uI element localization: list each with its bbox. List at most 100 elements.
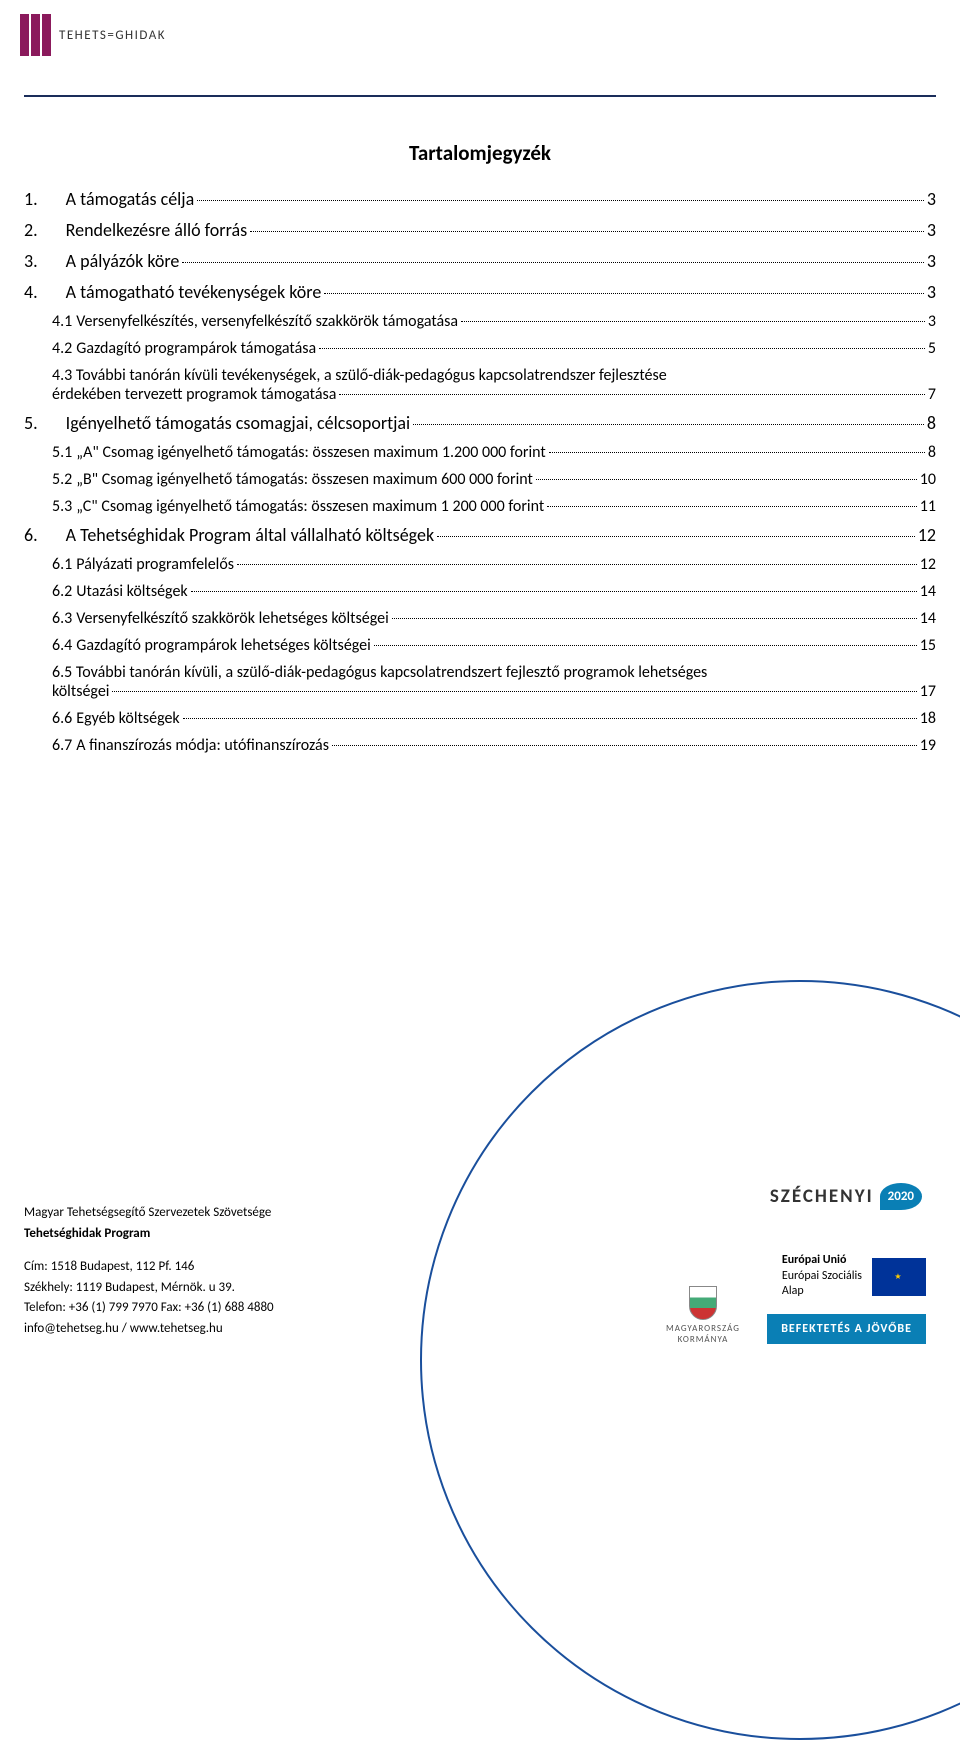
- toc-number: 2.: [24, 219, 66, 241]
- toc-label: A pályázók köre: [66, 250, 180, 272]
- toc-number: 1.: [24, 188, 66, 210]
- invest-banner: BEFEKTETÉS A JÖVŐBE: [767, 1314, 926, 1344]
- toc-page: 8: [928, 443, 936, 462]
- eu-flag-icon: [872, 1258, 926, 1296]
- footer-address-1: Cím: 1518 Budapest, 112 Pf. 146: [24, 1257, 274, 1278]
- toc-page: 11: [920, 497, 936, 516]
- toc-number: 5.2: [52, 470, 76, 489]
- toc-leader: [183, 718, 917, 719]
- toc-page: 3: [927, 281, 936, 303]
- toc-entry[interactable]: 4.A támogatható tevékenységek köre 3: [24, 281, 936, 303]
- eu-line-2: Európai Szociális: [782, 1269, 862, 1285]
- toc-leader: [197, 200, 924, 201]
- szechenyi-year-badge: 2020: [880, 1183, 922, 1210]
- toc-page: 3: [927, 219, 936, 241]
- toc-page: 15: [920, 636, 936, 655]
- toc-leader: [339, 394, 924, 395]
- toc-leader: [324, 293, 924, 294]
- toc-number: 5.3: [52, 497, 76, 516]
- toc-entry[interactable]: 5.Igényelhető támogatás csomagjai, célcs…: [24, 412, 936, 434]
- toc-label: A Tehetséghidak Program által vállalható…: [66, 524, 434, 546]
- toc-page: 17: [920, 682, 936, 701]
- toc-label: „C" Csomag igényelhető támogatás: összes…: [76, 497, 544, 516]
- toc-page: 12: [920, 555, 936, 574]
- toc-label: Igényelhető támogatás csomagjai, célcsop…: [66, 412, 411, 434]
- toc-label-line1: 4.3 További tanórán kívüli tevékenységek…: [24, 366, 936, 385]
- toc-leader: [413, 424, 924, 425]
- toc-label: Gazdagító programpárok lehetséges költsé…: [76, 636, 371, 655]
- toc-page: 7: [928, 385, 936, 404]
- toc-sub-entry[interactable]: 5.3 „C" Csomag igényelhető támogatás: ös…: [24, 497, 936, 516]
- toc-entry[interactable]: 3.A pályázók köre 3: [24, 250, 936, 272]
- toc-leader: [237, 564, 917, 565]
- toc-sub-entry[interactable]: 5.2 „B" Csomag igényelhető támogatás: ös…: [24, 470, 936, 489]
- toc-number: 5.1: [52, 443, 76, 462]
- toc-leader: [549, 452, 925, 453]
- footer-contact: Magyar Tehetségsegítő Szervezetek Szövet…: [24, 1203, 274, 1340]
- footer-phone: Telefon: +36 (1) 799 7970 Fax: +36 (1) 6…: [24, 1298, 274, 1319]
- toc-label: A finanszírozás módja: utófinanszírozás: [76, 736, 329, 755]
- toc-number: 6.1: [52, 555, 76, 574]
- toc-entry[interactable]: 1.A támogatás célja 3: [24, 188, 936, 210]
- toc-leader: [536, 479, 917, 480]
- toc-number: 6.3: [52, 609, 76, 628]
- toc-label-line2: érdekében tervezett programok támogatása: [52, 385, 336, 404]
- logo-bars-icon: [20, 14, 51, 56]
- toc-label: A támogatás célja: [66, 188, 195, 210]
- document-title: Tartalomjegyzék: [24, 140, 936, 166]
- hungary-gov-block: MAGYARORSZÁG KORMÁNYA: [666, 1286, 740, 1345]
- toc-sub-entry[interactable]: 6.6 Egyéb költségek 18: [24, 709, 936, 728]
- toc-sub-entry[interactable]: 6.7 A finanszírozás módja: utófinanszíro…: [24, 736, 936, 755]
- toc-label: „B" Csomag igényelhető támogatás: összes…: [76, 470, 533, 489]
- toc-label: Egyéb költségek: [76, 709, 179, 728]
- footer-org-name: Magyar Tehetségsegítő Szervezetek Szövet…: [24, 1203, 274, 1224]
- toc-sub-entry[interactable]: 6.4 Gazdagító programpárok lehetséges kö…: [24, 636, 936, 655]
- header-divider: [24, 95, 936, 97]
- toc-page: 3: [927, 188, 936, 210]
- toc-number: 6.4: [52, 636, 76, 655]
- toc-entry[interactable]: 2.Rendelkezésre álló forrás 3: [24, 219, 936, 241]
- toc-page: 3: [927, 250, 936, 272]
- toc-number: 6.7: [52, 736, 76, 755]
- toc-entry[interactable]: 6.A Tehetséghidak Program által vállalha…: [24, 524, 936, 546]
- toc-sub-entry[interactable]: 6.2 Utazási költségek 14: [24, 582, 936, 601]
- toc-leader: [182, 262, 923, 263]
- eu-block: Európai Unió Európai Szociális Alap: [782, 1253, 926, 1300]
- toc-leader: [112, 691, 916, 692]
- toc-leader: [191, 591, 917, 592]
- footer-web: info@tehetseg.hu / www.tehetseg.hu: [24, 1319, 274, 1340]
- header-logo: TEHETS=GHIDAK: [20, 14, 166, 56]
- toc-page: 3: [928, 312, 936, 331]
- toc-sub-entry-multiline[interactable]: 6.5 További tanórán kívüli, a szülő-diák…: [24, 663, 936, 701]
- toc-sub-entry[interactable]: 4.2 Gazdagító programpárok támogatása 5: [24, 339, 936, 358]
- table-of-contents: 1.A támogatás célja 32.Rendelkezésre áll…: [24, 188, 936, 755]
- toc-leader: [319, 348, 925, 349]
- toc-sub-entry[interactable]: 4.1 Versenyfelkészítés, versenyfelkészít…: [24, 312, 936, 331]
- toc-label: Utazási költségek: [76, 582, 187, 601]
- toc-number: 4.1: [52, 312, 76, 331]
- toc-number: 4.2: [52, 339, 76, 358]
- toc-sub-entry[interactable]: 6.3 Versenyfelkészítő szakkörök lehetség…: [24, 609, 936, 628]
- brand-text: TEHETS=GHIDAK: [59, 28, 166, 43]
- eu-line-3: Alap: [782, 1284, 862, 1300]
- toc-leader: [437, 536, 915, 537]
- toc-number: 6.: [24, 524, 66, 546]
- toc-number: 3.: [24, 250, 66, 272]
- eu-text: Európai Unió Európai Szociális Alap: [782, 1253, 862, 1300]
- toc-sub-entry[interactable]: 6.1 Pályázati programfelelős 12: [24, 555, 936, 574]
- toc-leader: [332, 745, 917, 746]
- eu-line-1: Európai Unió: [782, 1253, 862, 1269]
- toc-label: Pályázati programfelelős: [76, 555, 234, 574]
- toc-label: Rendelkezésre álló forrás: [66, 219, 247, 241]
- toc-page: 8: [927, 412, 936, 434]
- toc-leader: [461, 321, 925, 322]
- toc-page: 10: [920, 470, 936, 489]
- toc-label-line1: 6.5 További tanórán kívüli, a szülő-diák…: [24, 663, 936, 682]
- toc-page: 19: [920, 736, 936, 755]
- hungary-crest-icon: [689, 1286, 717, 1320]
- toc-page: 14: [920, 582, 936, 601]
- toc-sub-entry[interactable]: 5.1 „A" Csomag igényelhető támogatás: ös…: [24, 443, 936, 462]
- toc-number: 4.: [24, 281, 66, 303]
- footer-arc-decoration: [420, 980, 960, 1740]
- toc-sub-entry-multiline[interactable]: 4.3 További tanórán kívüli tevékenységek…: [24, 366, 936, 404]
